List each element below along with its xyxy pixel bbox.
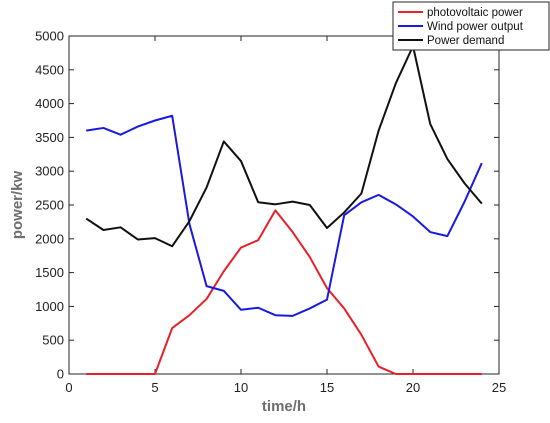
- plot-lines: [85, 45, 483, 375]
- legend-entry: Wind power output: [427, 21, 524, 33]
- y-tick-label: 500: [42, 333, 64, 348]
- y-tick-label: 1500: [35, 265, 64, 280]
- x-tick-label: 5: [151, 380, 158, 395]
- y-tick-label: 2500: [35, 198, 64, 213]
- legend-entry: Power demand: [427, 35, 504, 47]
- y-tick-label: 4000: [35, 96, 64, 111]
- y-tick-label: 2000: [35, 231, 64, 246]
- legend-entry: photovoltaic power: [427, 7, 523, 19]
- y-tick-label: 3500: [35, 130, 64, 145]
- axis-labels: time/h power/kw: [9, 170, 306, 415]
- y-axis-label: power/kw: [9, 170, 26, 239]
- x-tick-label: 0: [65, 380, 72, 395]
- y-tick-label: 5000: [35, 29, 64, 44]
- x-tick-label: 25: [492, 380, 506, 395]
- y-tick-label: 3000: [35, 164, 64, 179]
- x-axis-label: time/h: [262, 398, 306, 415]
- y-tick-label: 1000: [35, 299, 64, 314]
- axes: 0 5 10 15 20 25 0 500 1000 1500 2000 2500 3000 3500 40…: [35, 29, 506, 396]
- x-tick-label: 10: [234, 380, 248, 395]
- series-line-photovoltaic-power: [86, 209, 482, 375]
- x-tick-label: 20: [406, 380, 420, 395]
- series-line-power-demand: [85, 45, 483, 248]
- x-tick-label: 15: [320, 380, 334, 395]
- plot-frame: [68, 35, 500, 375]
- y-tick-label: 0: [57, 367, 64, 382]
- legend: photovoltaic power Wind power output Power…: [392, 1, 550, 51]
- y-tick-label: 4500: [35, 62, 64, 77]
- series-line-wind-power-output: [86, 114, 483, 317]
